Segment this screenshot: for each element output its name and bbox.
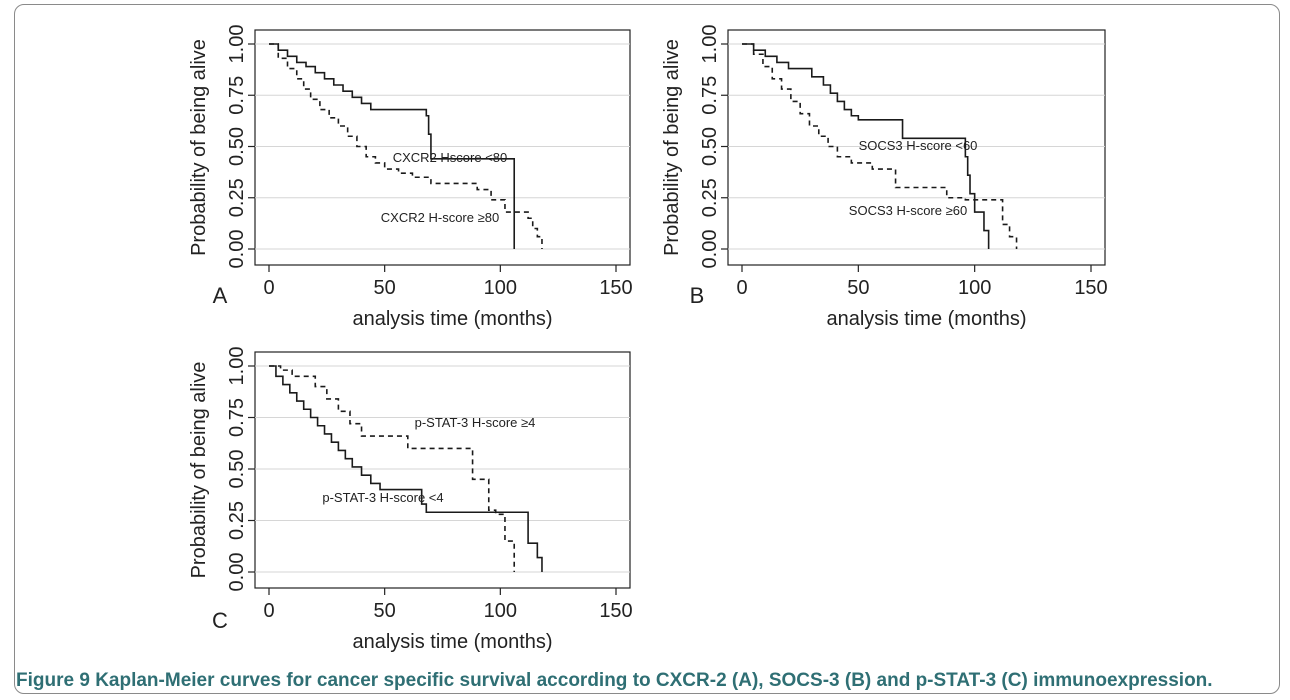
km-curve-dashed xyxy=(269,43,543,249)
curve-annotation: p-STAT-3 H-score ≥4 xyxy=(415,415,536,430)
km-curve-solid xyxy=(269,43,516,249)
x-tick-label: 50 xyxy=(847,277,869,299)
figure-frame xyxy=(14,4,1280,694)
x-axis-label: analysis time (months) xyxy=(352,631,552,653)
x-tick-label: 50 xyxy=(374,600,396,622)
y-tick-label: 0.50 xyxy=(226,127,248,166)
curve-annotation: CXCR2 Hscore <80 xyxy=(393,150,508,165)
y-axis-label: Probability of being alive xyxy=(188,362,210,579)
x-axis-label: analysis time (months) xyxy=(352,308,552,330)
plot-frame xyxy=(727,29,1106,266)
y-tick-label: 0.50 xyxy=(226,450,248,489)
y-axis-label: Probability of being alive xyxy=(188,39,210,256)
figure-caption: Figure 9 Kaplan-Meier curves for cancer … xyxy=(16,670,1276,692)
curve-annotation: CXCR2 H-score ≥80 xyxy=(381,210,499,225)
y-tick-label: 0.25 xyxy=(226,178,248,217)
y-tick-label: 0.25 xyxy=(226,501,248,540)
x-tick-label: 0 xyxy=(736,277,747,299)
caption-text: Kaplan-Meier curves for cancer specific … xyxy=(95,670,1213,691)
curve-annotation: p-STAT-3 H-score <4 xyxy=(322,490,443,505)
y-tick-label: 0.00 xyxy=(226,230,248,269)
y-tick-label: 1.00 xyxy=(699,25,721,64)
curve-annotation: SOCS3 H-score ≥60 xyxy=(849,203,967,218)
y-tick-label: 0.00 xyxy=(699,230,721,269)
caption-label: Figure 9 xyxy=(16,670,90,691)
y-tick-label: 1.00 xyxy=(226,347,248,386)
km-curve-solid xyxy=(269,365,543,572)
y-tick-label: 0.50 xyxy=(699,127,721,166)
figure-plots: 0.00 0.25 0.50 0.75 1.00 0 50 100 150 analysis ti… xyxy=(188,25,1108,653)
plot-frame xyxy=(254,351,631,589)
x-tick-label: 150 xyxy=(1074,277,1107,299)
y-tick-label: 0.00 xyxy=(226,553,248,592)
km-curve-dashed xyxy=(742,43,1018,249)
x-tick-label: 150 xyxy=(599,277,632,299)
x-tick-label: 100 xyxy=(484,277,517,299)
y-tick-label: 0.75 xyxy=(699,76,721,115)
curve-annotation: SOCS3 H-score <60 xyxy=(859,138,978,153)
chart-panel-b: 0.00 0.25 0.50 0.75 1.00 0 50 100 150 analysis ti… xyxy=(661,25,1108,330)
y-tick-label: 0.75 xyxy=(226,398,248,437)
panel-label: C xyxy=(212,608,228,633)
panel-label: B xyxy=(690,283,705,308)
chart-panel-a: 0.00 0.25 0.50 0.75 1.00 0 50 100 150 analysis ti… xyxy=(188,25,633,330)
y-axis-label: Probability of being alive xyxy=(661,39,683,256)
y-tick-label: 0.75 xyxy=(226,76,248,115)
chart-panel-c: 0.00 0.25 0.50 0.75 1.00 0 50 100 150 analysis ti… xyxy=(188,347,633,653)
x-tick-label: 50 xyxy=(374,277,396,299)
y-tick-label: 1.00 xyxy=(226,25,248,64)
x-tick-label: 0 xyxy=(263,600,274,622)
x-tick-label: 0 xyxy=(263,277,274,299)
km-curve-solid xyxy=(742,43,990,249)
x-tick-label: 100 xyxy=(484,600,517,622)
x-tick-label: 100 xyxy=(958,277,991,299)
x-tick-label: 150 xyxy=(599,600,632,622)
panel-label: A xyxy=(213,283,228,308)
y-tick-label: 0.25 xyxy=(699,178,721,217)
x-axis-label: analysis time (months) xyxy=(826,308,1026,330)
plot-frame xyxy=(254,29,631,266)
km-curve-dashed xyxy=(269,365,516,572)
